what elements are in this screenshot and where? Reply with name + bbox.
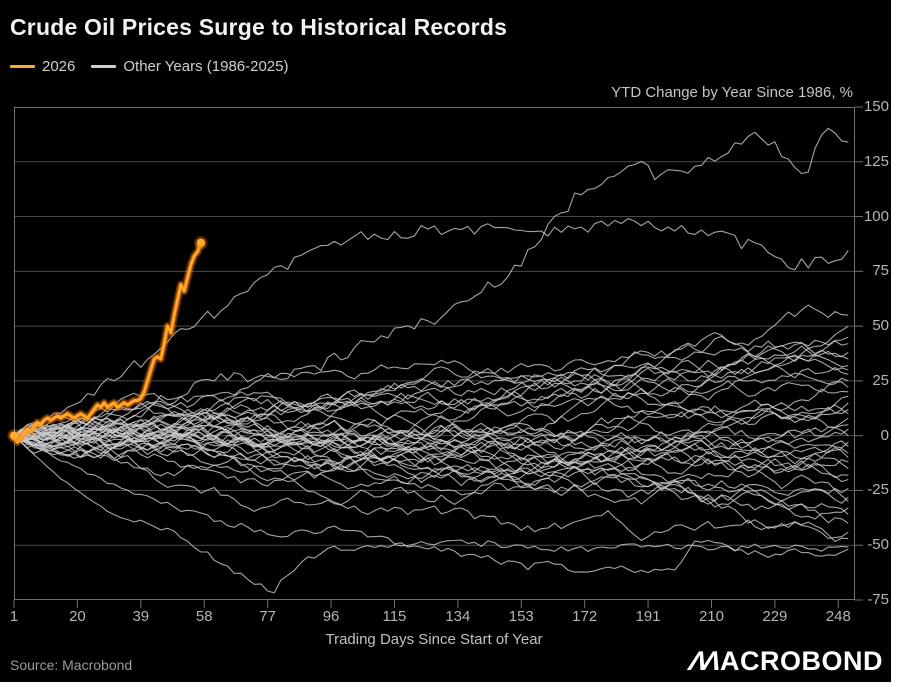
x-tick-label: 77 [259, 608, 276, 625]
x-tick-label: 115 [382, 608, 407, 625]
chart-title: Crude Oil Prices Surge to Historical Rec… [10, 14, 508, 40]
legend-swatch-other-years [91, 65, 117, 68]
legend-label-other-years: Other Years (1986-2025) [123, 58, 289, 75]
macrobond-logo-m-icon: ΛΛ [684, 646, 722, 676]
x-tick-label: 210 [698, 608, 724, 625]
legend: 2026 Other Years (1986-2025) [10, 58, 289, 75]
x-tick-label: 96 [322, 608, 340, 625]
plot-area [7, 106, 863, 608]
y-tick-label: 0 [880, 426, 889, 444]
y-axis-note: YTD Change by Year Since 1986, % [611, 84, 853, 101]
x-tick-label: 153 [508, 608, 534, 625]
y-tick-label: -75 [867, 591, 889, 608]
legend-item-2026: 2026 [10, 58, 75, 75]
y-tick-label: 75 [872, 262, 889, 280]
source-credit: Source: Macrobond [10, 657, 133, 673]
x-tick-label: 134 [445, 608, 471, 625]
x-tick-label: 1 [9, 608, 19, 625]
legend-label-2026: 2026 [42, 58, 76, 75]
x-tick-label: 20 [69, 608, 86, 625]
y-tick-label: 150 [863, 98, 889, 115]
x-tick-label: 191 [635, 608, 661, 625]
y-tick-label: 125 [863, 152, 889, 170]
y-tick-label: 50 [872, 317, 889, 335]
y-tick-label: -25 [867, 481, 889, 499]
y-tick-label: 25 [872, 371, 889, 389]
x-axis-title: Trading Days Since Start of Year [325, 631, 543, 648]
y-tick-label: -50 [867, 536, 889, 554]
x-tick-label: 39 [132, 608, 150, 625]
y-tick-label: 100 [863, 207, 889, 225]
x-tick-label: 58 [195, 608, 213, 625]
x-tick-label: 229 [762, 608, 788, 625]
x-tick-label: 172 [572, 608, 598, 625]
macrobond-logo: ΛΛ ACROBOND [685, 646, 883, 677]
x-tick-label: 248 [825, 608, 851, 625]
macrobond-logo-text: ACROBOND [720, 646, 883, 676]
legend-swatch-2026 [10, 65, 35, 68]
legend-item-other-years: Other Years (1986-2025) [91, 58, 289, 75]
